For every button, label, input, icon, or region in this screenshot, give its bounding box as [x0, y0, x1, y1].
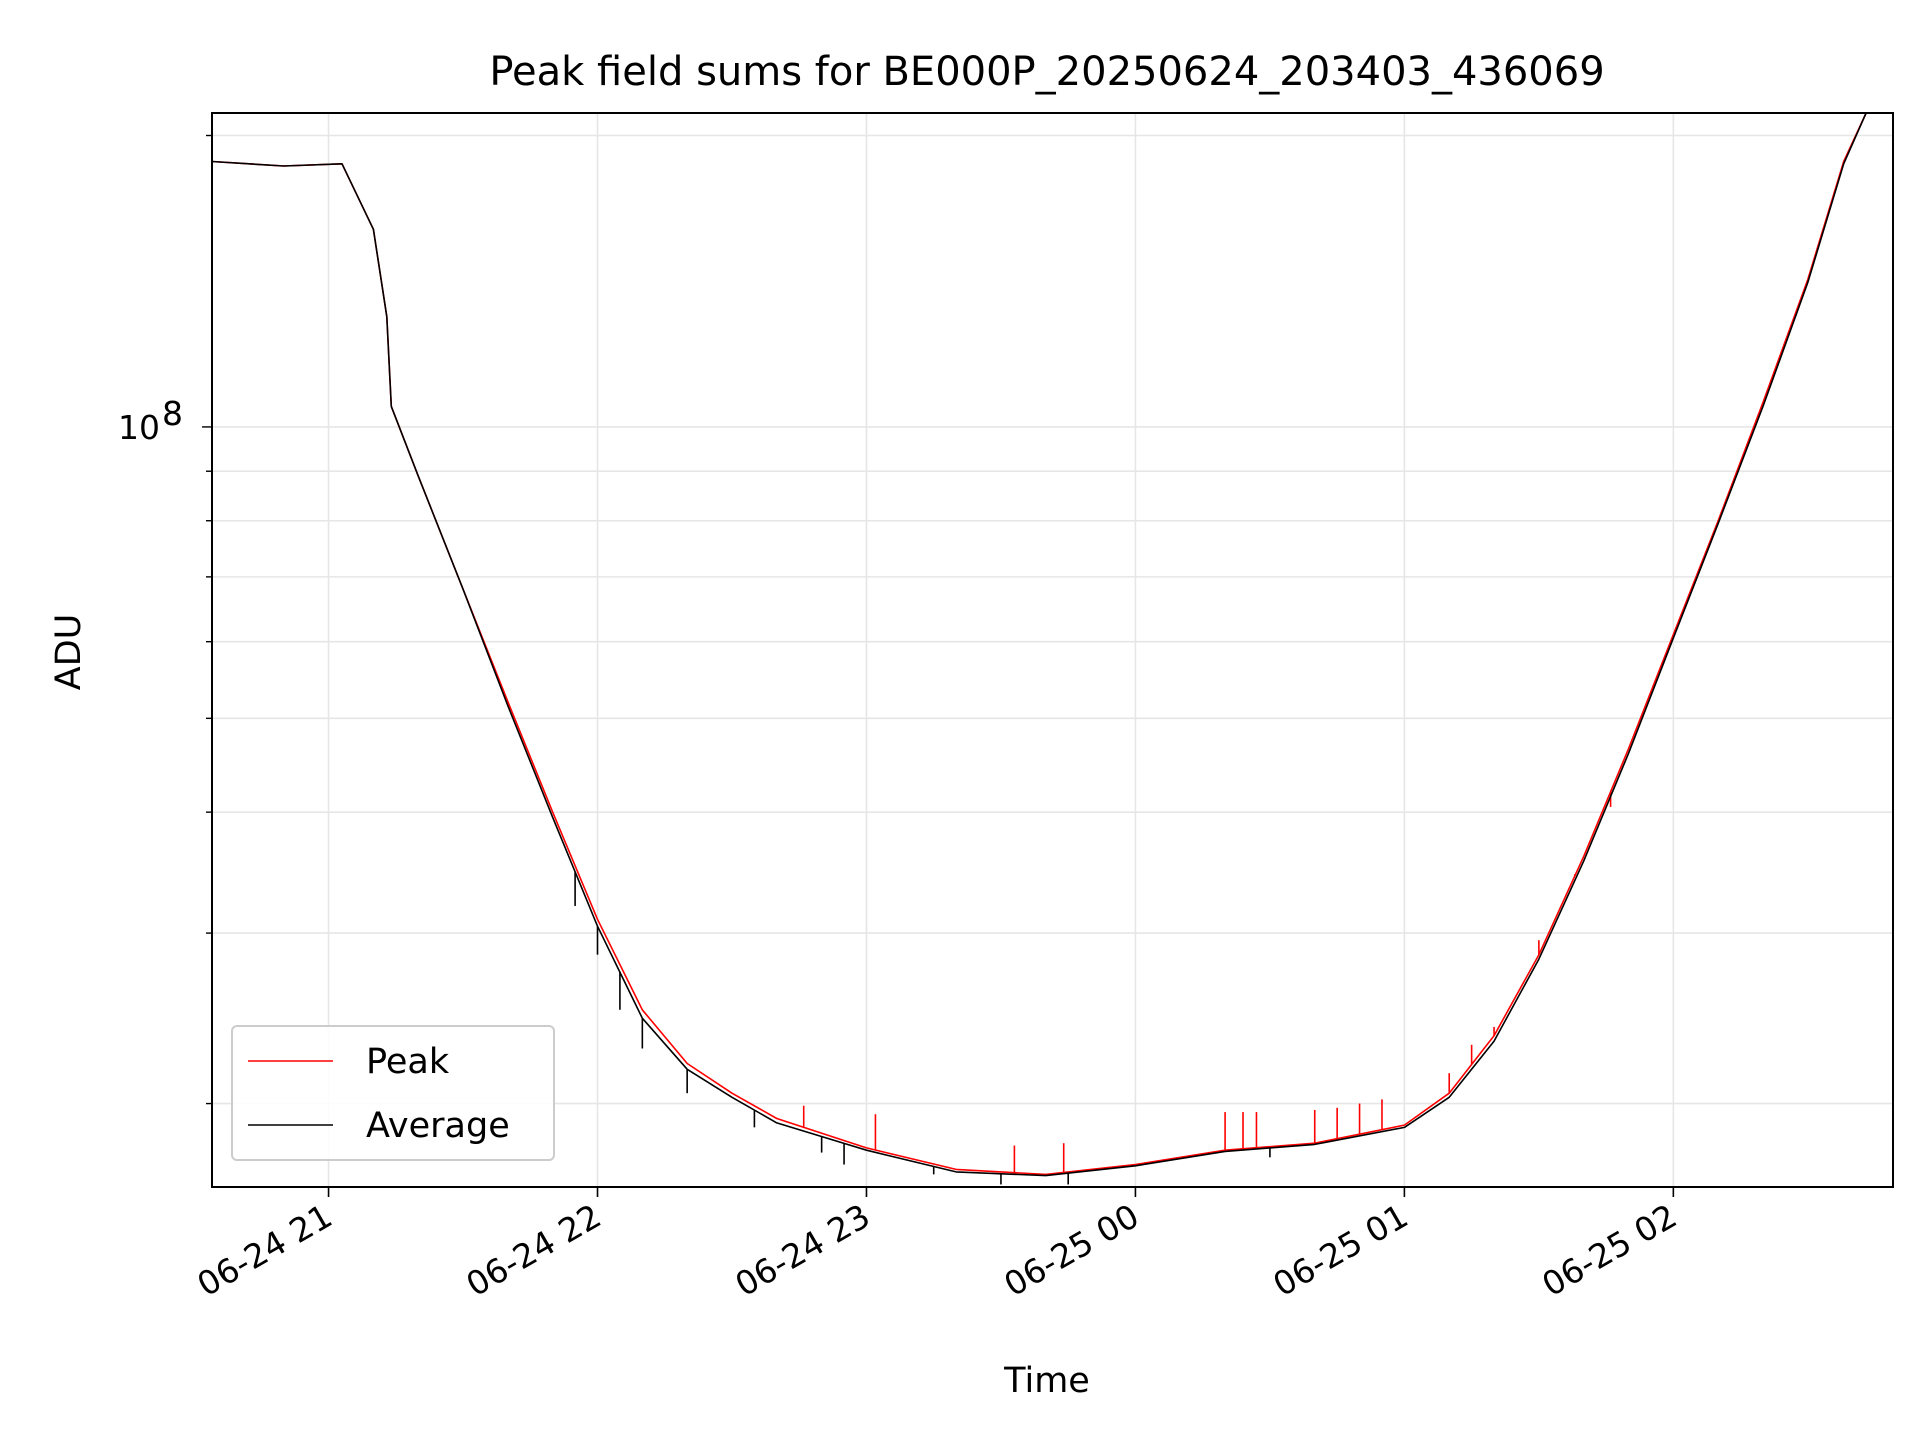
y-tick-label: 10	[118, 408, 160, 447]
grid	[212, 113, 1893, 1187]
plot-frame	[211, 112, 1894, 1188]
chart-title: Peak field sums for BE000P_20250624_2034…	[489, 49, 1604, 95]
x-axis-label: Time	[1003, 1361, 1090, 1401]
y-axis-label: ADU	[49, 614, 89, 691]
series	[212, 113, 1893, 1185]
legend-box	[231, 1025, 555, 1161]
legend: Peak Average	[231, 1025, 555, 1161]
series-average	[212, 113, 1893, 1185]
legend-average-label: Average	[366, 1106, 510, 1146]
legend-peak-label: Peak	[366, 1042, 450, 1082]
series-line-average	[212, 113, 1893, 1177]
y-tick-label-exponent: 8	[162, 394, 183, 433]
